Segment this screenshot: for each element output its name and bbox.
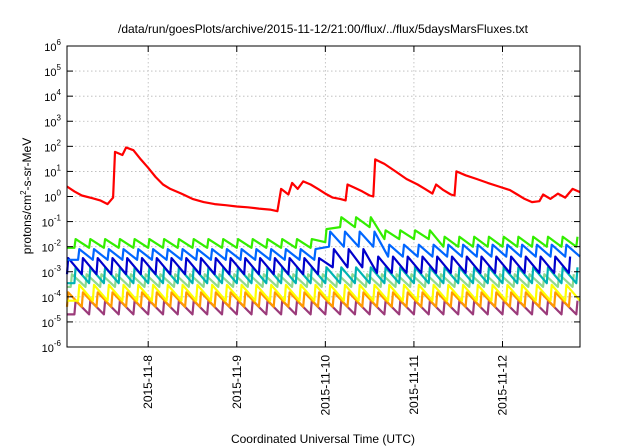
x-axis-label: Coordinated Universal Time (UTC) (231, 432, 415, 446)
series-line-7 (67, 283, 581, 302)
y-tick-label: 10-1 (42, 214, 62, 230)
y-tick-label: 104 (44, 88, 61, 104)
x-tick-label: 2015-11-12 (495, 355, 509, 416)
y-tick-label: 105 (44, 63, 61, 79)
y-axis-label-main: protons/cm (20, 195, 34, 254)
series-line-1 (66, 146, 581, 213)
axis-ticks: 10-6 10-5 10-4 10-3 10-2 10-1 100 101 102 103 104 1… (42, 38, 580, 416)
y-tick-label: 100 (44, 189, 61, 205)
series-line-8 (65, 291, 572, 308)
plot-frame (66, 45, 581, 348)
series-line-3 (67, 230, 581, 261)
y-tick-label: 10-3 (42, 264, 62, 280)
x-tick-label: 2015-11-11 (407, 355, 421, 415)
y-tick-label: 103 (44, 113, 61, 129)
y-tick-label: 10-6 (42, 339, 62, 355)
y-tick-label: 10-2 (42, 239, 62, 255)
series-line-2 (67, 216, 579, 249)
series-layer (65, 146, 581, 316)
y-axis-label-superscript: 2 (19, 190, 28, 195)
x-tick-label: 2015-11-9 (230, 355, 244, 409)
y-tick-label: 106 (44, 38, 61, 54)
y-axis-label-rest: -s-sr-MeV (20, 138, 34, 191)
chart-title: /data/run/goesPlots/archive/2015-11-12/2… (118, 22, 529, 36)
x-tick-label: 2015-11-10 (318, 355, 332, 416)
x-tick-label: 2015-11-8 (141, 355, 155, 409)
series-line-9 (67, 299, 579, 316)
y-tick-label: 102 (44, 138, 61, 154)
y-tick-label: 10-5 (42, 314, 62, 330)
series-line-4 (65, 248, 572, 276)
y-tick-label: 101 (44, 163, 61, 179)
y-axis-label: protons/cm2-s-sr-MeV (19, 138, 34, 254)
y-tick-label: 10-4 (42, 289, 62, 305)
